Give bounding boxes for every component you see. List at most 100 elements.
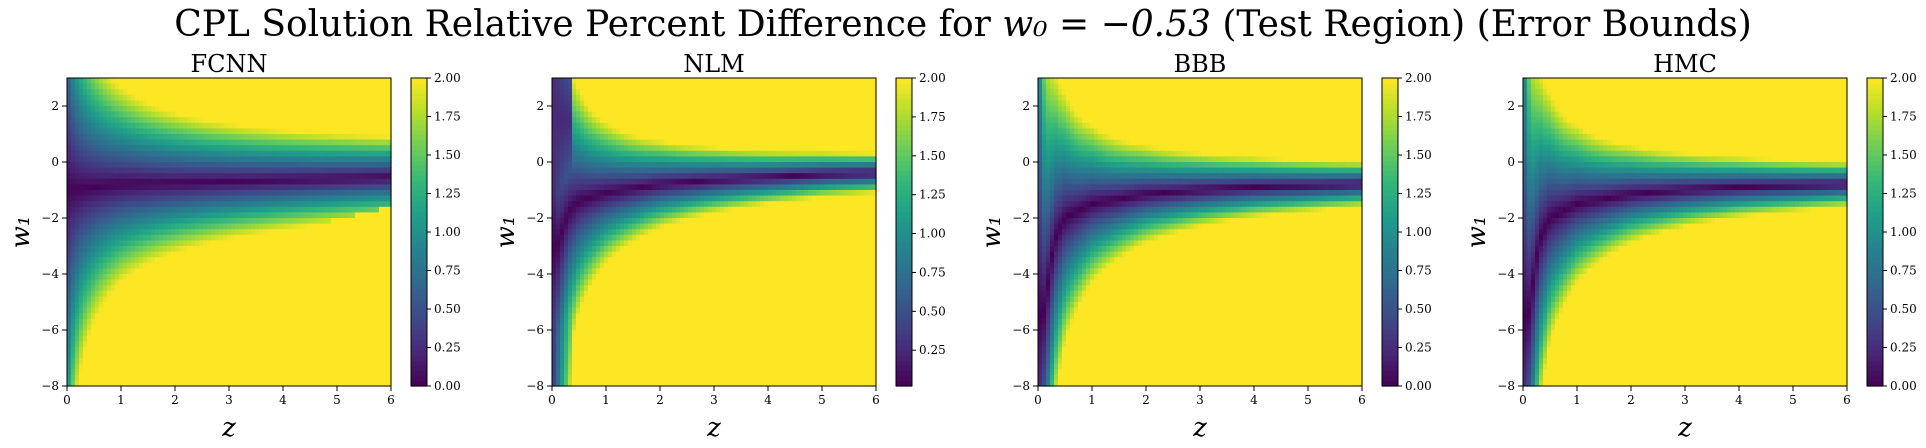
heatmap-cell (111, 84, 116, 90)
heatmap-cell (199, 330, 204, 336)
heatmap-cell (123, 156, 128, 162)
heatmap-cell (163, 285, 168, 291)
heatmap-cell (143, 235, 148, 241)
heatmap-cell (95, 364, 100, 370)
heatmap-cell (79, 364, 84, 370)
heatmap-cell (195, 375, 200, 381)
heatmap-cell (151, 285, 156, 291)
heatmap-cell (263, 257, 268, 263)
heatmap-cell (287, 291, 292, 297)
heatmap-cell (119, 268, 124, 274)
heatmap-cell (355, 218, 360, 224)
heatmap-cell (275, 291, 280, 297)
heatmap-cell (139, 106, 144, 112)
heatmap-cell (367, 140, 372, 146)
heatmap-cell (359, 330, 364, 336)
heatmap-cell (299, 117, 304, 123)
heatmap-cell (347, 240, 352, 246)
heatmap-cell (291, 296, 296, 302)
heatmap-cell (211, 112, 216, 118)
heatmap-cell (127, 369, 132, 375)
heatmap-cell (379, 375, 384, 381)
heatmap-cell (311, 184, 316, 190)
heatmap-cell (131, 257, 136, 263)
heatmap-cell (295, 95, 300, 101)
colorbar-segment (411, 355, 427, 361)
heatmap-cell (87, 207, 92, 213)
heatmap-cell (207, 352, 212, 358)
heatmap-cell (191, 128, 196, 134)
heatmap-cell (315, 285, 320, 291)
heatmap-cell (195, 257, 200, 263)
heatmap-cell (139, 336, 144, 342)
heatmap-cell (279, 240, 284, 246)
heatmap-cell (375, 106, 380, 112)
heatmap-cell (327, 252, 332, 258)
heatmap-cell (247, 347, 252, 353)
heatmap-cell (91, 324, 96, 330)
heatmap-cell (287, 324, 292, 330)
heatmap-cell (259, 235, 264, 241)
heatmap-cell (335, 285, 340, 291)
heatmap-cell (287, 95, 292, 101)
heatmap-cell (303, 95, 308, 101)
heatmap-cell (307, 95, 312, 101)
heatmap-cell (343, 196, 348, 202)
heatmap-cell (383, 78, 388, 84)
heatmap-cell (87, 229, 92, 235)
heatmap-cell (151, 369, 156, 375)
heatmap-cell (275, 235, 280, 241)
heatmap-cell (299, 369, 304, 375)
heatmap-cell (263, 341, 268, 347)
heatmap-cell (239, 140, 244, 146)
heatmap-cell (67, 168, 72, 174)
heatmap-cell (243, 173, 248, 179)
heatmap-cell (171, 134, 176, 140)
heatmap-cell (175, 313, 180, 319)
heatmap-cell (295, 336, 300, 342)
panel-title: FCNN (190, 50, 267, 78)
heatmap-cell (323, 106, 328, 112)
heatmap-cell (95, 156, 100, 162)
heatmap-cell (375, 201, 380, 207)
heatmap-cell (123, 196, 128, 202)
heatmap-cell (219, 369, 224, 375)
heatmap-cell (207, 162, 212, 168)
heatmap-cell (195, 336, 200, 342)
heatmap-cell (263, 291, 268, 297)
heatmap-cell (299, 106, 304, 112)
heatmap-cell (139, 369, 144, 375)
heatmap-cell (383, 319, 388, 325)
heatmap-cell (311, 319, 316, 325)
heatmap-cell (327, 196, 332, 202)
heatmap-cell (191, 112, 196, 118)
heatmap-cell (231, 375, 236, 381)
heatmap-cell (207, 235, 212, 241)
heatmap-cell (291, 168, 296, 174)
heatmap-cell (199, 201, 204, 207)
heatmap-cell (323, 240, 328, 246)
heatmap-cell (103, 313, 108, 319)
heatmap-cell (359, 324, 364, 330)
heatmap-cell (335, 257, 340, 263)
heatmap-cell (123, 78, 128, 84)
heatmap-cell (67, 375, 72, 381)
heatmap-cell (79, 196, 84, 202)
heatmap-cell (67, 352, 72, 358)
heatmap-cell (243, 134, 248, 140)
heatmap-cell (163, 100, 168, 106)
heatmap-cell (267, 140, 272, 146)
heatmap-cell (311, 330, 316, 336)
heatmap-cell (271, 369, 276, 375)
heatmap-cell (239, 347, 244, 353)
heatmap-cell (371, 268, 376, 274)
heatmap-cell (143, 308, 148, 314)
heatmap-cell (167, 173, 172, 179)
heatmap-cell (279, 218, 284, 224)
heatmap-cell (163, 235, 168, 241)
heatmap-cell (215, 263, 220, 269)
heatmap-cell (87, 123, 92, 129)
heatmap-cell (171, 78, 176, 84)
heatmap-cell (279, 145, 284, 151)
heatmap-cell (367, 184, 372, 190)
